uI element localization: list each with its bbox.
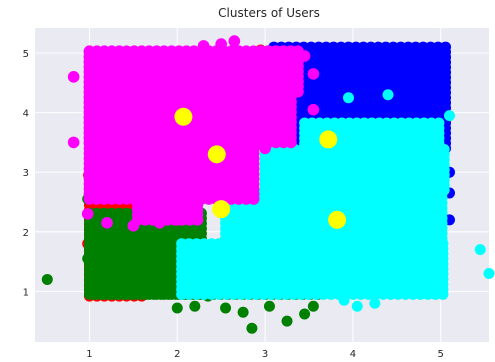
- data-point: [171, 214, 184, 226]
- data-point: [433, 117, 445, 129]
- x-tick-label: 2: [174, 349, 180, 360]
- data-point: [338, 294, 350, 306]
- data-point: [189, 300, 201, 312]
- chart-title: Clusters of Users: [218, 6, 320, 20]
- centroid-point: [319, 130, 338, 149]
- data-point: [351, 300, 363, 312]
- data-point: [307, 300, 319, 312]
- data-point: [263, 300, 275, 312]
- data-point: [342, 92, 354, 104]
- data-point: [101, 217, 113, 229]
- data-point: [382, 89, 394, 101]
- data-point: [443, 110, 455, 122]
- data-point: [153, 217, 166, 229]
- data-point: [191, 193, 204, 206]
- data-point: [307, 103, 320, 116]
- data-point: [237, 184, 249, 196]
- y-tick-label: 2: [23, 228, 29, 239]
- data-point: [281, 124, 293, 137]
- data-point: [281, 315, 293, 327]
- y-tick-label: 4: [23, 109, 29, 120]
- y-tick-label: 3: [23, 168, 29, 179]
- x-tick-label: 3: [262, 349, 268, 360]
- centroid-point: [207, 145, 226, 164]
- data-point: [197, 40, 210, 52]
- data-point: [440, 41, 452, 53]
- centroid-point: [328, 210, 347, 229]
- series-4: [67, 35, 320, 232]
- data-point: [171, 302, 183, 314]
- data-point: [228, 35, 241, 47]
- data-point: [127, 220, 140, 232]
- data-point: [299, 308, 311, 320]
- data-point: [474, 244, 486, 256]
- data-point: [41, 273, 53, 285]
- y-tick-label: 5: [23, 49, 29, 60]
- x-tick-label: 1: [86, 349, 92, 360]
- data-point: [246, 322, 258, 334]
- data-point: [81, 208, 94, 220]
- data-point: [220, 302, 232, 314]
- x-tick-label: 5: [438, 349, 444, 360]
- x-tick-labels: 1 2 3 4 5: [86, 349, 444, 360]
- data-point: [82, 253, 94, 265]
- y-tick-labels: 1 2 3 4 5: [23, 49, 29, 298]
- marks: [41, 35, 495, 334]
- data-point: [67, 136, 80, 149]
- centroid-point: [174, 107, 193, 126]
- y-tick-label: 1: [23, 287, 29, 298]
- data-point: [237, 306, 249, 318]
- data-point: [307, 68, 320, 80]
- centroid-point: [212, 200, 231, 219]
- data-point: [259, 142, 271, 155]
- data-point: [298, 50, 311, 62]
- x-tick-label: 4: [350, 349, 356, 360]
- data-point: [483, 267, 495, 279]
- data-point: [369, 297, 381, 309]
- data-point: [67, 71, 80, 83]
- data-point: [215, 38, 227, 50]
